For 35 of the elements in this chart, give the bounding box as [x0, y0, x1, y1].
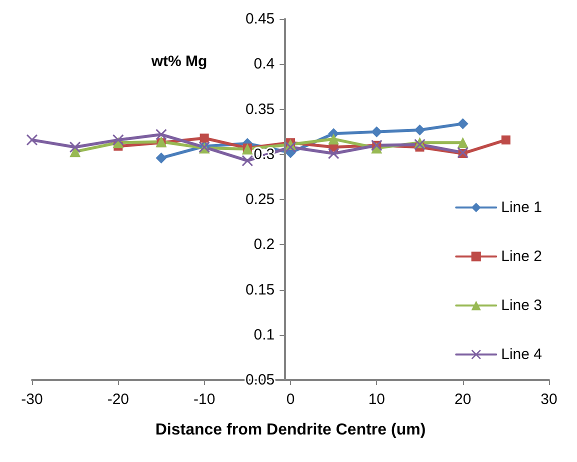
x-tick-label: 30 — [540, 391, 558, 408]
x-tick-label: -10 — [193, 391, 216, 408]
point — [26, 134, 38, 146]
legend-label: Line 3 — [501, 297, 542, 314]
point — [156, 152, 167, 164]
x-tick-label: 20 — [454, 391, 472, 408]
x-tick-label: 0 — [286, 391, 295, 408]
point — [371, 126, 382, 138]
point — [70, 142, 81, 153]
legend-label: Line 1 — [501, 199, 542, 216]
x-axis-title: Distance from Dendrite Centre (um) — [155, 422, 426, 438]
x-tick-label: -30 — [21, 391, 43, 408]
y-axis-title: wt% Mg — [150, 53, 208, 70]
x-tick-label: -20 — [107, 391, 130, 408]
y-tick-label: 0.4 — [254, 56, 275, 73]
point — [156, 129, 167, 140]
legend-label: Line 2 — [501, 248, 542, 265]
point — [414, 124, 426, 136]
point — [328, 148, 340, 159]
y-tick-label: 0.05 — [245, 372, 275, 388]
y-tick-label: 0.25 — [245, 191, 275, 208]
y-tick-label: 0.45 — [245, 10, 275, 28]
x-tick-label: 10 — [368, 391, 386, 408]
point — [200, 134, 209, 143]
y-tick-label: 0.2 — [254, 236, 275, 254]
point — [457, 118, 468, 130]
point — [457, 137, 468, 148]
y-tick-label: 0.1 — [254, 326, 275, 344]
point — [112, 134, 124, 146]
y-tick-label: 0.15 — [245, 281, 275, 298]
point — [501, 135, 510, 144]
point — [242, 155, 253, 166]
legend-label: Line 4 — [501, 346, 542, 363]
point — [328, 134, 340, 145]
y-tick-label: 0.35 — [245, 100, 275, 118]
